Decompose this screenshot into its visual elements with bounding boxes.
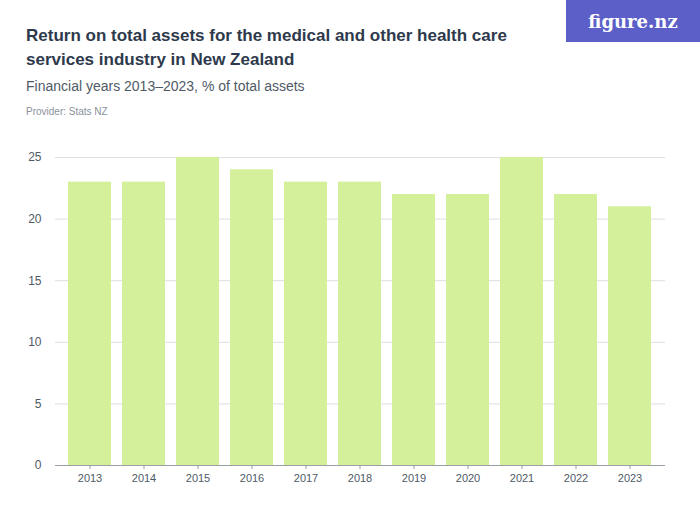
svg-text:2017: 2017	[294, 472, 318, 484]
html-text:figure.nz: figure.nz	[588, 10, 678, 32]
svg-text:20: 20	[28, 212, 42, 226]
svg-text:2020: 2020	[456, 472, 480, 484]
svg-text:2021: 2021	[510, 472, 534, 484]
svg-text:15: 15	[28, 274, 42, 288]
html-text:Return on total assets for the: Return on total assets for the medical a…	[26, 26, 507, 69]
svg-text:25: 25	[28, 150, 42, 164]
svg-text:5: 5	[35, 397, 42, 411]
html-text:Financial years 2013–2023, % o: Financial years 2013–2023, % of total as…	[26, 78, 305, 94]
svg-text:10: 10	[28, 335, 42, 349]
svg-text:2016: 2016	[240, 472, 264, 484]
svg-text:2023: 2023	[618, 472, 642, 484]
svg-text:0: 0	[35, 458, 42, 472]
svg-text:2014: 2014	[132, 472, 156, 484]
svg-text:2022: 2022	[564, 472, 588, 484]
svg-text:2019: 2019	[402, 472, 426, 484]
svg-text:2018: 2018	[348, 472, 372, 484]
svg-text:2013: 2013	[78, 472, 102, 484]
svg-text:2015: 2015	[186, 472, 210, 484]
html-text:Provider: Stats NZ: Provider: Stats NZ	[26, 106, 108, 117]
